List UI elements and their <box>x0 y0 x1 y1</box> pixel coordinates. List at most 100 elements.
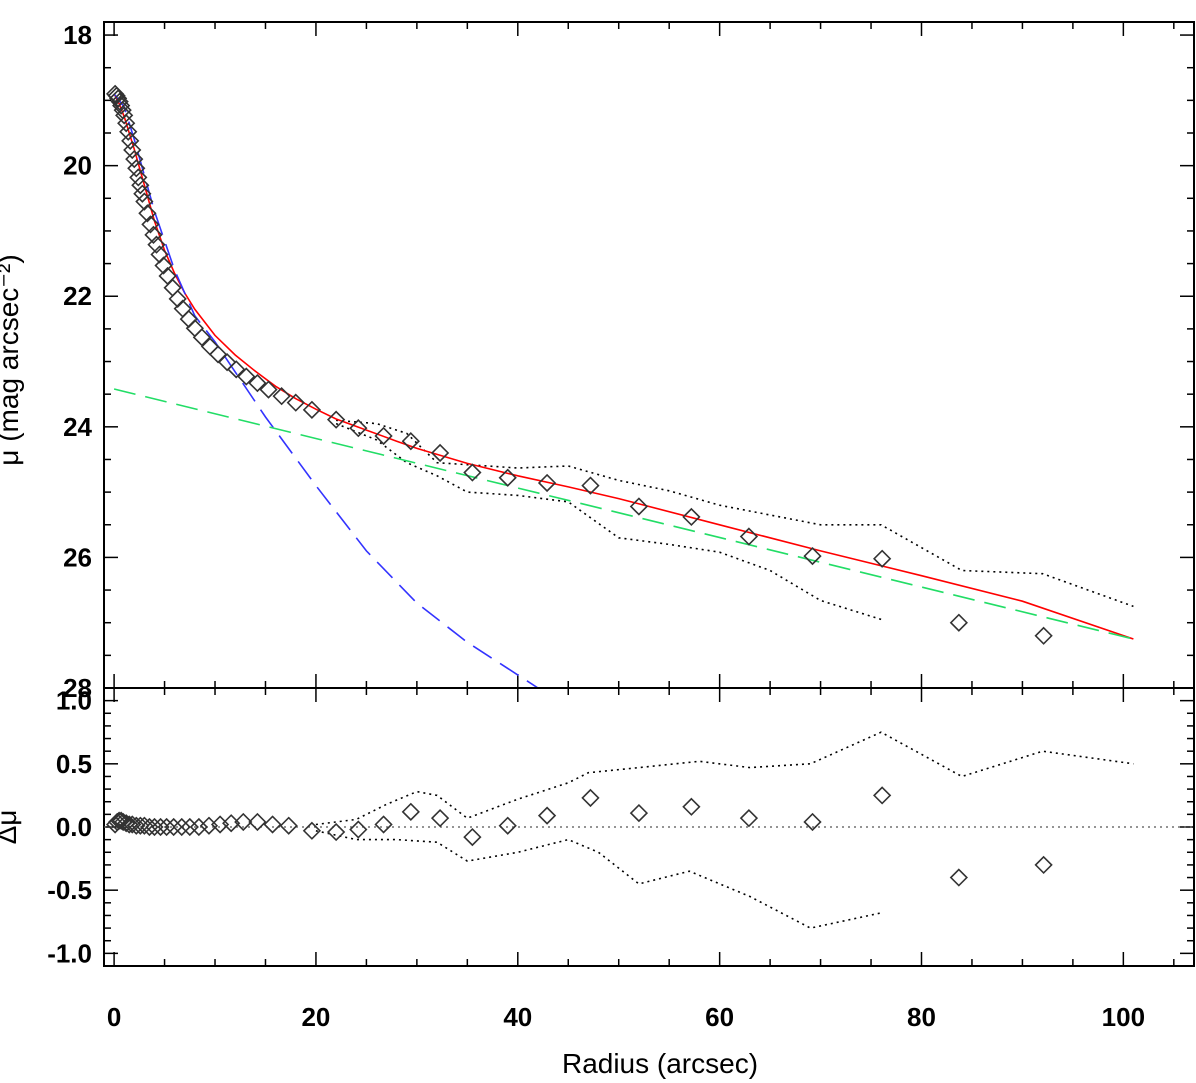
x-tick-label: 40 <box>503 1002 532 1032</box>
upper-envelope-line <box>315 731 1134 826</box>
y-tick-label: 26 <box>63 542 92 572</box>
data-point <box>129 168 148 187</box>
data-point <box>123 815 142 834</box>
data-point <box>349 820 368 839</box>
data-point <box>151 817 170 837</box>
y-axis-title-bottom: Δμ <box>0 810 22 845</box>
data-point <box>949 868 968 887</box>
data-point <box>1034 855 1053 875</box>
y-tick-label: 18 <box>63 20 92 50</box>
data-point <box>110 92 129 111</box>
data-point <box>873 786 892 805</box>
y-tick-label: 0.5 <box>56 749 92 779</box>
data-point <box>279 816 298 835</box>
x-tick-label: 20 <box>301 1002 330 1032</box>
y-tick-label: 24 <box>63 412 92 442</box>
data-point <box>803 812 822 832</box>
data-point <box>682 507 701 527</box>
data-point <box>581 788 600 808</box>
data-point <box>739 527 759 546</box>
data-point <box>127 816 146 835</box>
data-point <box>173 299 192 318</box>
y-tick-label: 28 <box>63 673 92 703</box>
data-point <box>537 806 557 825</box>
data-point <box>682 797 701 816</box>
data-point <box>135 192 154 211</box>
y-tick-label: 22 <box>63 281 92 311</box>
plot-area <box>105 84 1134 688</box>
data-point <box>208 345 228 364</box>
y-tick-label: -0.5 <box>47 875 92 905</box>
data-point <box>112 96 131 115</box>
data-point <box>349 418 368 438</box>
x-tick-label: 100 <box>1102 1002 1145 1032</box>
data-point <box>537 473 557 493</box>
data-point <box>263 815 282 834</box>
upper-envelope-line <box>336 419 1134 608</box>
y-tick-label: 1.0 <box>56 686 92 716</box>
plot-area <box>104 731 1194 929</box>
data-point <box>115 106 134 125</box>
data-point <box>120 815 139 834</box>
data-point <box>117 814 136 833</box>
y-tick-label: -1.0 <box>47 938 92 968</box>
x-tick-label: 0 <box>107 1002 121 1032</box>
data-point <box>949 613 968 632</box>
x-tick-label: 60 <box>705 1002 734 1032</box>
data-point <box>234 812 253 832</box>
data-point <box>144 225 163 244</box>
top-panel: 18 20 22 24 26 28 <box>63 20 1195 703</box>
data-point <box>133 184 152 203</box>
data-point <box>117 114 136 133</box>
data-point <box>286 393 305 412</box>
total-model-line <box>113 93 1134 640</box>
data-point <box>401 432 420 451</box>
data-point <box>192 328 212 347</box>
data-point <box>629 497 649 516</box>
data-point <box>629 803 649 823</box>
data-point <box>272 387 291 406</box>
data-point <box>803 546 822 566</box>
lower-envelope-line <box>335 422 882 621</box>
data-point <box>164 817 183 837</box>
data-point <box>125 149 144 169</box>
data-point <box>157 817 176 837</box>
data-point <box>145 817 164 837</box>
y-tick-label: 0.0 <box>56 812 92 842</box>
data-point <box>374 426 393 446</box>
y-axis-title-top: μ (mag arcsec⁻²) <box>0 254 24 465</box>
data-point <box>374 815 393 834</box>
disk-component-line <box>113 388 1134 640</box>
data-point <box>127 159 146 178</box>
data-point <box>123 140 142 160</box>
data-point <box>210 815 230 834</box>
data-point <box>121 131 140 150</box>
data-point <box>168 289 187 308</box>
data-point <box>401 802 420 821</box>
data-point <box>302 400 322 419</box>
data-point <box>119 122 138 141</box>
data-point <box>581 476 600 495</box>
data-point <box>430 809 450 828</box>
data-point <box>1034 626 1053 645</box>
data-point <box>147 235 166 254</box>
data-point <box>172 817 191 837</box>
data-point <box>180 817 199 837</box>
y-tick-label: 20 <box>63 151 92 181</box>
data-point <box>326 822 346 842</box>
x-tick-label: 80 <box>907 1002 936 1032</box>
data-point <box>138 204 157 223</box>
data-point <box>259 380 278 399</box>
data-point <box>326 410 346 429</box>
lower-envelope-line <box>315 830 882 929</box>
plot-frame <box>103 21 1195 689</box>
data-point <box>248 812 267 832</box>
data-point <box>463 463 482 482</box>
data-point <box>248 373 267 393</box>
bulge-component-line <box>113 93 539 688</box>
data-point <box>200 337 220 356</box>
data-point <box>463 827 482 847</box>
data-point <box>227 360 246 379</box>
data-point <box>131 176 150 195</box>
